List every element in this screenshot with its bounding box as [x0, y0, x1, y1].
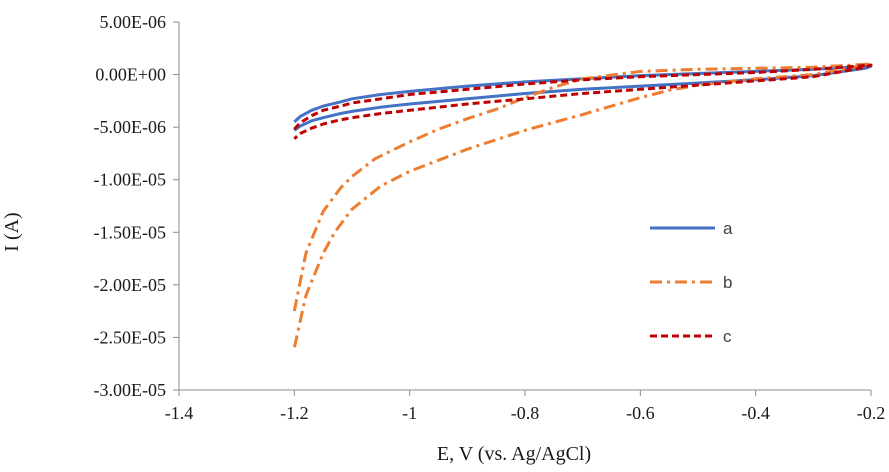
series-c-line	[293, 63, 873, 140]
x-tick-label: -0.4	[741, 403, 770, 423]
legend-label-c: c	[723, 327, 732, 346]
x-tick-label: -0.6	[626, 403, 655, 423]
y-tick-label: -2.50E-05	[94, 327, 166, 347]
legend: a b c	[650, 219, 733, 346]
x-tick-label: -1.4	[165, 403, 194, 423]
y-tick-label: -1.00E-05	[94, 170, 166, 190]
y-axis-title: I (A)	[1, 212, 23, 251]
y-tick-label: 0.00E+00	[95, 65, 166, 85]
x-tick-label: -0.8	[511, 403, 540, 423]
y-tick-label: -3.00E-05	[94, 380, 166, 400]
series-b-line	[292, 62, 873, 349]
axes-layer	[178, 22, 871, 391]
y-tick-label: -5.00E-06	[94, 117, 166, 137]
x-tick-label: -1	[402, 403, 417, 423]
x-tick-label: -1.2	[280, 403, 309, 423]
y-tick-label: -1.50E-05	[94, 222, 166, 242]
y-tick-label: 5.00E-06	[100, 12, 167, 32]
y-tick-label: -2.00E-05	[94, 275, 166, 295]
x-axis-title: E, V (vs. Ag/AgCl)	[437, 443, 591, 465]
legend-label-a: a	[723, 219, 733, 238]
x-tick-label: -0.2	[857, 403, 886, 423]
x-tick-group: -1.4 -1.2 -1 -0.8 -0.6 -0.4 -0.2	[165, 390, 886, 423]
legend-label-b: b	[723, 273, 732, 292]
y-tick-group: 5.00E-06 0.00E+00 -5.00E-06 -1.00E-05 -1.50E…	[94, 12, 179, 400]
series-layer	[292, 62, 873, 349]
